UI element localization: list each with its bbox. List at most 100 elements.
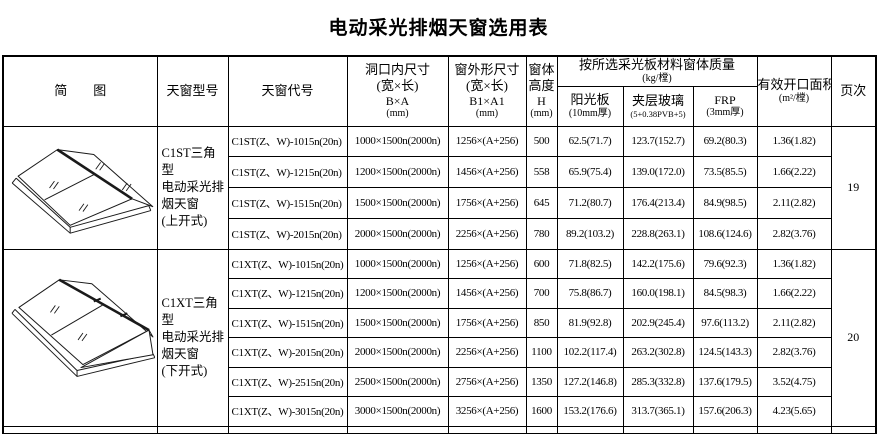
mass-laminated-glass-cell: 139.0(172.0)	[622, 156, 694, 188]
col-header-opening-size: 洞口内尺寸 (宽×长) B×A (mm)	[346, 55, 449, 127]
outer-size-cell: 1756×(A+256)	[447, 307, 527, 338]
header-line: 按所选采光板材料窗体质量	[579, 57, 736, 73]
open-area-cell: 2.11(2.82)	[756, 187, 832, 219]
window-height-cell: 700	[525, 278, 558, 309]
skylight-model: C1XT三角型 电动采光排 烟天窗 (下开式)	[156, 248, 229, 427]
open-area-cell: 1.36(1.82)	[756, 248, 832, 279]
open-area-cell: 2.82(3.76)	[756, 217, 832, 250]
opening-size-cell: 2000×1500n(2000n)	[346, 217, 449, 250]
col-header-open-area: 有效开口面积 (m²/樘)	[756, 55, 832, 127]
page-title: 电动采光排烟天窗选用表	[328, 17, 549, 39]
skylight-sketch	[2, 125, 158, 250]
col-header-mass-frp: FRP (3mm厚)	[692, 85, 758, 127]
open-area-cell: 3.52(4.75)	[756, 366, 832, 397]
header-line: (5+0.38PVB+5)	[630, 108, 686, 119]
mass-polycarbonate-cell: 102.2(117.4)	[556, 337, 624, 368]
skylight-model: C1ST三角型电动采光排 烟天窗 (上开式)	[156, 125, 229, 250]
header-line: B1×A1	[469, 93, 505, 108]
opening-size-cell: 1000×1500n(2000n)	[346, 125, 449, 158]
opening-size-cell: 1500×1500n(2000n)	[346, 187, 449, 219]
mass-laminated-glass-cell: 228.8(263.1)	[622, 217, 694, 250]
skylight-top-hinged-drawing	[12, 148, 154, 234]
col-header-mass-laminated-glass: 夹层玻璃 (5+0.38PVB+5)	[622, 85, 694, 127]
outer-size-cell: 2256×(A+256)	[447, 217, 527, 250]
open-area-cell: 1.66(2.22)	[756, 156, 832, 188]
opening-size-cell: 1200×1500n(2000n)	[346, 156, 449, 188]
header-line: (宽×长)	[376, 77, 419, 93]
opening-size-cell: 1000×1500n(2000n)	[346, 248, 449, 279]
mass-laminated-glass-cell: 313.7(365.1)	[622, 396, 694, 427]
col-header-mass-group: 按所选采光板材料窗体质量 (kg/樘)	[556, 55, 758, 87]
window-height-cell: 1600	[525, 396, 558, 427]
window-height-cell: 1100	[525, 337, 558, 368]
code-cell: C1ST(Z、W)-1015n(20n)	[227, 125, 348, 158]
col-header-code: 天窗代号	[227, 55, 348, 127]
col-header-model: 天窗型号	[156, 55, 229, 127]
mass-frp-cell: 69.2(80.3)	[692, 125, 758, 158]
empty-cell	[525, 425, 558, 434]
code-cell: C1XT(Z、W)-1215n(20n)	[227, 278, 348, 309]
model-line: C1XT三角型	[161, 296, 218, 328]
mass-polycarbonate-cell: 62.5(71.7)	[556, 125, 624, 158]
header-line: (mm)	[386, 108, 409, 120]
mass-laminated-glass-cell: 285.3(332.8)	[622, 366, 694, 397]
mass-polycarbonate-cell: 153.2(176.6)	[556, 396, 624, 427]
mass-frp-cell: 97.6(113.2)	[692, 307, 758, 338]
model-line: 烟天窗	[161, 196, 200, 211]
outer-size-cell: 1256×(A+256)	[447, 248, 527, 279]
window-height-cell: 850	[525, 307, 558, 338]
mass-polycarbonate-cell: 89.2(103.2)	[556, 217, 624, 250]
outer-size-cell: 2756×(A+256)	[447, 366, 527, 397]
open-area-cell: 2.82(3.76)	[756, 337, 832, 368]
empty-cell	[227, 425, 348, 434]
skylight-selection-table: 简 图 天窗型号 天窗代号 洞口内尺寸 (宽×长) B×A (mm) 窗外形尺寸…	[2, 55, 877, 434]
code-cell: C1XT(Z、W)-1015n(20n)	[227, 248, 348, 279]
mass-frp-cell: 84.9(98.5)	[692, 187, 758, 219]
header-line: 窗外形尺寸	[454, 61, 520, 77]
header-line: (3mm厚)	[706, 107, 744, 119]
code-cell: C1ST(Z、W)-2015n(20n)	[227, 217, 348, 250]
mass-laminated-glass-cell: 142.2(175.6)	[622, 248, 694, 279]
empty-cell	[346, 425, 449, 434]
empty-cell	[830, 425, 877, 434]
header-line: 夹层玻璃	[631, 92, 684, 108]
window-height-cell: 500	[525, 125, 558, 158]
header-line: 洞口内尺寸	[364, 61, 430, 77]
empty-cell	[622, 425, 694, 434]
header-line: 有效开口面积	[757, 77, 832, 93]
col-header-window-height: 窗体 高度 H (mm)	[525, 55, 558, 127]
mass-polycarbonate-cell: 71.2(80.7)	[556, 187, 624, 219]
mass-frp-cell: 108.6(124.6)	[692, 217, 758, 250]
opening-size-cell: 2500×1500n(2000n)	[346, 366, 449, 397]
model-line: 电动采光排	[161, 180, 225, 195]
mass-polycarbonate-cell: 81.9(92.8)	[556, 307, 624, 338]
model-line: 电动采光排	[161, 330, 225, 345]
header-line: 高度	[528, 77, 555, 93]
col-header-sketch: 简 图	[2, 55, 158, 127]
model-line: C1ST三角型	[161, 146, 216, 178]
mass-polycarbonate-cell: 127.2(146.8)	[556, 366, 624, 397]
code-cell: C1ST(Z、W)-1515n(20n)	[227, 187, 348, 219]
header-line: (kg/樘)	[642, 73, 672, 85]
code-cell: C1XT(Z、W)-2015n(20n)	[227, 337, 348, 368]
mass-polycarbonate-cell: 75.8(86.7)	[556, 278, 624, 309]
outer-size-cell: 1456×(A+256)	[447, 278, 527, 309]
outer-size-cell: 3256×(A+256)	[447, 396, 527, 427]
mass-laminated-glass-cell: 176.4(213.4)	[622, 187, 694, 219]
mass-frp-cell: 84.5(98.3)	[692, 278, 758, 309]
header-line: (m²/樘)	[778, 93, 810, 105]
empty-cell	[692, 425, 758, 434]
header-line: FRP	[714, 92, 736, 107]
open-area-cell: 2.11(2.82)	[756, 307, 832, 338]
mass-frp-cell: 124.5(143.3)	[692, 337, 758, 368]
code-cell: C1XT(Z、W)-1515n(20n)	[227, 307, 348, 338]
code-cell: C1XT(Z、W)-2515n(20n)	[227, 366, 348, 397]
opening-size-cell: 3000×1500n(2000n)	[346, 396, 449, 427]
header-line: (mm)	[530, 108, 553, 120]
mass-frp-cell: 79.6(92.3)	[692, 248, 758, 279]
empty-cell	[756, 425, 832, 434]
opening-size-cell: 2000×1500n(2000n)	[346, 337, 449, 368]
outer-size-cell: 1256×(A+256)	[447, 125, 527, 158]
model-line: (上开式)	[161, 213, 208, 228]
header-line: (宽×长)	[466, 77, 508, 93]
